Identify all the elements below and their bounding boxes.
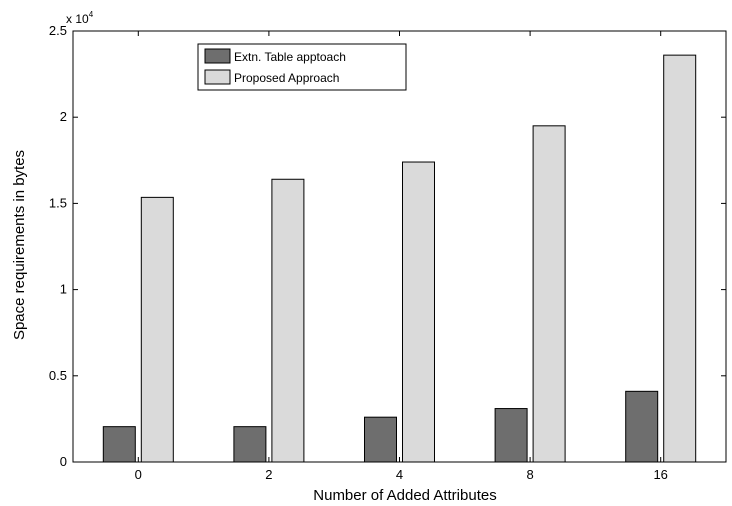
ticks: 0 0.5 1 1.5 2 2.5 0 2 4 8 16 xyxy=(49,23,726,482)
y-axis-title: Space requirements in bytes xyxy=(11,150,28,340)
bar-proposed-4 xyxy=(402,161,435,463)
y-tick-label: 1 xyxy=(60,282,67,297)
bar-extn-table-8 xyxy=(494,408,528,463)
y-tick-label: 1.5 xyxy=(49,195,67,210)
y-tick-label: 2.5 xyxy=(49,23,67,38)
legend-swatch-proposed xyxy=(204,69,231,85)
bar-extn-table-2 xyxy=(233,426,267,463)
legend-box xyxy=(197,43,407,91)
x-axis-title: Number of Added Attributes xyxy=(313,487,496,504)
y-multiplier-exponent: 4 xyxy=(89,10,94,19)
bar-extn-table-4 xyxy=(364,416,397,463)
x-tick-label: 8 xyxy=(526,467,533,482)
legend-label-proposed: Proposed Approach xyxy=(234,71,339,85)
x-tick-label: 2 xyxy=(265,467,272,482)
x-tick-label: 0 xyxy=(135,467,142,482)
x-tick-label: 4 xyxy=(396,467,403,482)
y-tick-label: 0.5 xyxy=(49,368,67,383)
bar-proposed-16 xyxy=(663,54,697,463)
y-tick-label: 0 xyxy=(60,454,67,469)
x-tick-label: 16 xyxy=(653,467,667,482)
bars xyxy=(102,54,697,463)
bar-proposed-8 xyxy=(532,125,566,463)
bar-proposed-2 xyxy=(271,178,305,463)
bar-proposed-0 xyxy=(140,196,174,463)
legend-swatch-extn-table xyxy=(204,48,231,64)
bar-extn-table-0 xyxy=(102,426,136,463)
legend: Extn. Table apptoach Proposed Approach xyxy=(197,43,407,91)
legend-label-extn-table: Extn. Table apptoach xyxy=(234,50,346,64)
y-tick-label: 2 xyxy=(60,109,67,124)
y-multiplier-label: x 104 xyxy=(66,10,94,26)
bar-extn-table-16 xyxy=(625,390,659,463)
